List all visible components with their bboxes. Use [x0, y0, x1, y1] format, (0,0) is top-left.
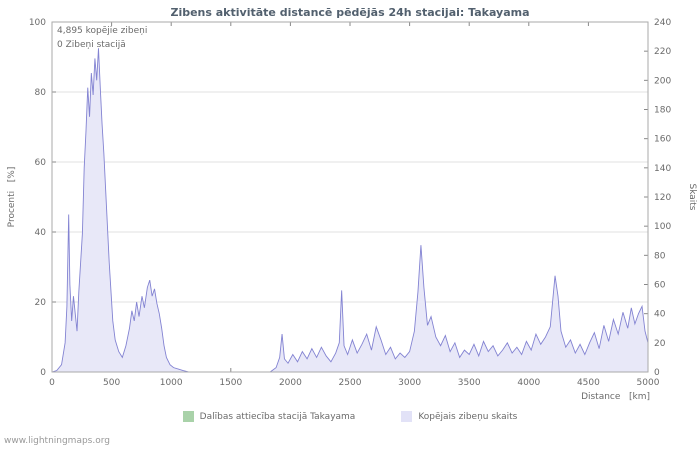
svg-text:140: 140 — [654, 164, 671, 174]
site-attribution: www.lightningmaps.org — [4, 436, 110, 446]
legend-label-total-count: Kopējais zibeņu skaits — [418, 411, 518, 422]
annotation-total-strokes: 4,895 kopējie zibeņi — [57, 26, 148, 36]
svg-text:40: 40 — [654, 310, 666, 320]
annotation-station-strokes: 0 Zibeņi stacijā — [57, 40, 126, 50]
svg-text:40: 40 — [35, 228, 47, 238]
legend-item-station-ratio: Dalības attiecība stacijā Takayama — [182, 411, 356, 422]
svg-text:180: 180 — [654, 106, 671, 116]
svg-text:20: 20 — [35, 298, 47, 308]
svg-text:1000: 1000 — [160, 378, 183, 388]
svg-text:60: 60 — [35, 158, 47, 168]
chart-legend: Dalības attiecība stacijā Takayama Kopēj… — [0, 411, 700, 422]
svg-text:200: 200 — [654, 76, 671, 86]
legend-label-station-ratio: Dalības attiecība stacijā Takayama — [199, 411, 356, 422]
legend-swatch-green — [182, 411, 194, 422]
svg-text:1500: 1500 — [219, 378, 242, 388]
chart-title: Zibens aktivitāte distancē pēdējās 24h s… — [170, 6, 530, 19]
svg-text:240: 240 — [654, 18, 671, 28]
svg-text:0: 0 — [49, 378, 55, 388]
svg-text:3000: 3000 — [398, 378, 421, 388]
svg-text:4000: 4000 — [517, 378, 540, 388]
svg-text:100: 100 — [29, 18, 46, 28]
svg-text:80: 80 — [35, 88, 47, 98]
left-axis-label: Procenti [%] — [7, 166, 17, 228]
svg-text:80: 80 — [654, 251, 666, 261]
svg-text:500: 500 — [103, 378, 120, 388]
legend-swatch-lavender — [401, 411, 413, 422]
svg-text:0: 0 — [654, 368, 660, 378]
svg-text:160: 160 — [654, 135, 671, 145]
x-axis-label: Distance [km] — [581, 392, 650, 402]
svg-text:5000: 5000 — [637, 378, 660, 388]
svg-text:2000: 2000 — [279, 378, 302, 388]
svg-text:220: 220 — [654, 47, 671, 57]
legend-item-total-count: Kopējais zibeņu skaits — [401, 411, 517, 422]
svg-text:20: 20 — [654, 339, 666, 349]
svg-text:0: 0 — [40, 368, 46, 378]
svg-text:4500: 4500 — [577, 378, 600, 388]
svg-text:2500: 2500 — [339, 378, 362, 388]
svg-text:100: 100 — [654, 222, 671, 232]
svg-text:60: 60 — [654, 281, 666, 291]
right-axis-label: Skaits — [687, 183, 697, 211]
svg-text:3500: 3500 — [458, 378, 481, 388]
svg-text:120: 120 — [654, 193, 671, 203]
